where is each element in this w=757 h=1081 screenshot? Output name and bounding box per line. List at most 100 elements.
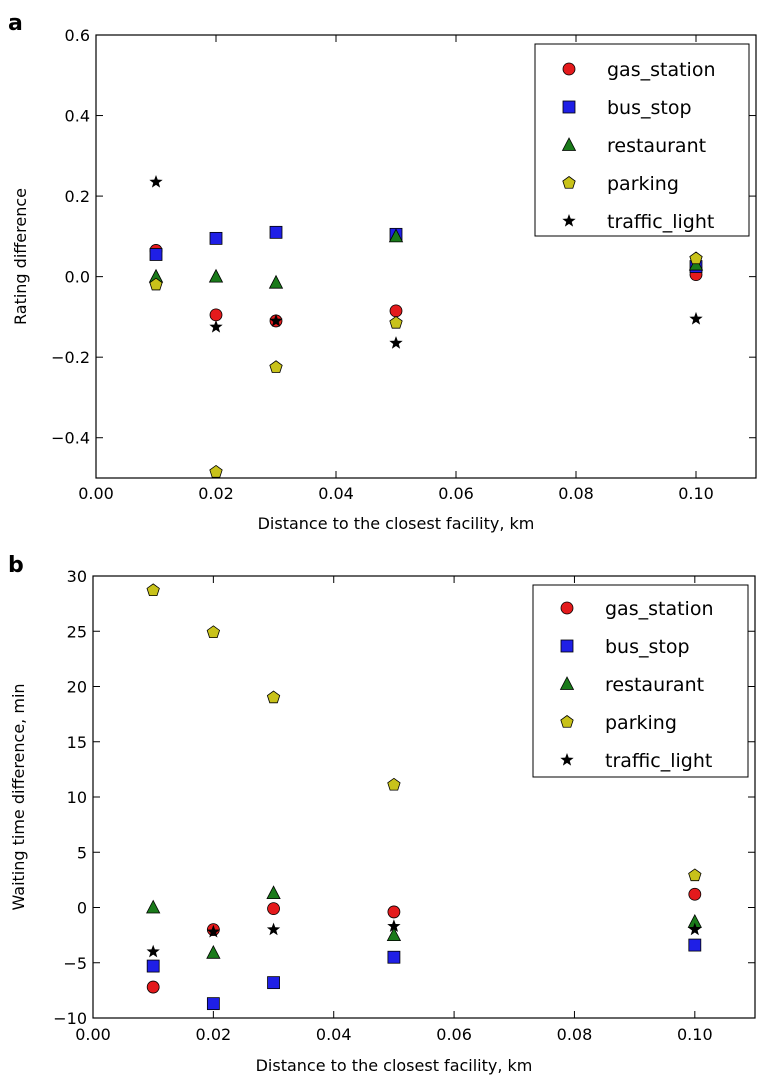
y-tick-label: 15 (67, 733, 87, 752)
legend-label: gas_station (607, 59, 716, 81)
series-parking (149, 251, 703, 478)
legend-label: parking (605, 712, 677, 734)
y-tick-label: −5 (63, 954, 87, 973)
x-tick-label: 0.06 (438, 484, 474, 503)
series-gas_station (149, 244, 703, 328)
y-tick-label: 0.2 (65, 187, 90, 206)
x-tick-label: 0.10 (677, 1025, 713, 1044)
y-tick-label: 0.0 (65, 268, 90, 287)
data-point (388, 228, 404, 243)
legend-label: restaurant (605, 674, 704, 696)
chart-panel-b: b 0.00 0.02 0.04 0.06 0.08 0.10 −10 −5 0 5 10 15 20 25… (8, 553, 756, 1075)
data-point (209, 308, 223, 322)
data-point (387, 919, 401, 932)
data-point (386, 927, 402, 942)
legend-label: bus_stop (605, 636, 690, 658)
data-point (387, 950, 401, 964)
y-tick-label: 0 (77, 899, 87, 918)
data-point (146, 899, 161, 914)
data-point (269, 360, 283, 373)
data-point (146, 959, 160, 973)
y-tick-label: 25 (67, 622, 87, 641)
y-axis-label: Waiting time difference, min (9, 683, 28, 910)
legend-marker-parking (562, 176, 576, 189)
legend-marker-gas_station (560, 601, 574, 615)
series-restaurant (146, 885, 702, 959)
x-tick-label: 0.04 (316, 1025, 352, 1044)
data-point (267, 976, 280, 990)
data-point (209, 464, 223, 478)
y-tick-label: 10 (67, 788, 87, 807)
data-point (389, 304, 403, 318)
legend-marker-restaurant (559, 676, 575, 690)
data-point (206, 924, 221, 938)
legend-label: traffic_light (607, 211, 714, 233)
series-restaurant (148, 228, 704, 289)
data-point (268, 274, 284, 289)
x-tick-label: 0.00 (78, 484, 114, 503)
data-point (688, 887, 702, 901)
legend-marker-bus_stop (560, 639, 574, 653)
legend-label: gas_station (605, 598, 714, 620)
data-point (206, 997, 220, 1011)
x-tick-label: 0.06 (436, 1025, 472, 1044)
data-point (267, 902, 280, 916)
series-bus_stop (146, 938, 702, 1011)
series-traffic_light (149, 175, 703, 349)
data-point (206, 944, 221, 959)
y-axis-label: Rating difference (11, 188, 30, 325)
data-point (208, 268, 224, 283)
data-point (209, 231, 223, 245)
series-gas_station (146, 887, 702, 994)
data-point (688, 922, 702, 936)
legend-marker-traffic_light (562, 214, 576, 227)
data-point (688, 868, 702, 882)
legend-marker-bus_stop (562, 100, 576, 114)
data-point (688, 938, 702, 952)
y-tick-label: 0.4 (65, 107, 90, 126)
data-point (269, 313, 283, 327)
data-point (149, 248, 163, 261)
chart-panel-a: a 0.00 0.02 0.04 0.06 0.08 0.10 −0.4 −0.2 0.0 0.2 0… (8, 11, 757, 533)
data-point (206, 625, 221, 639)
data-point (389, 336, 403, 349)
data-point (149, 175, 163, 188)
legend-box (534, 43, 750, 237)
series-parking (146, 583, 702, 882)
data-point (689, 311, 703, 325)
y-tick-label: 0.6 (65, 26, 90, 45)
legend-label: bus_stop (607, 97, 692, 119)
x-axis-label: Distance to the closest facility, km (258, 514, 535, 533)
x-tick-label: 0.02 (196, 1025, 232, 1044)
x-tick-label: 0.04 (318, 484, 354, 503)
legend: gas_station bus_stop restaurant parking traf… (532, 584, 749, 778)
x-tick-label: 0.10 (678, 484, 714, 503)
data-point (146, 944, 160, 958)
legend-marker-gas_station (562, 62, 576, 76)
legend-label: restaurant (607, 135, 706, 157)
data-point (387, 905, 401, 919)
legend-label: parking (607, 173, 679, 195)
y-tick-label: 20 (67, 678, 87, 697)
y-tick-label: −0.2 (51, 348, 90, 367)
y-tick-label: −0.4 (51, 429, 90, 448)
x-tick-label: 0.08 (557, 1025, 593, 1044)
data-point (387, 777, 401, 791)
plot-frame (95, 34, 757, 479)
x-tick-label: 0.00 (75, 1025, 111, 1044)
y-tick-label: 5 (77, 843, 87, 862)
legend-label: traffic_light (605, 750, 712, 772)
x-axis-label: Distance to the closest facility, km (256, 1056, 533, 1075)
data-point (209, 319, 223, 333)
legend-marker-restaurant (561, 137, 577, 151)
panel-label-b: b (8, 553, 24, 578)
y-tick-label: −10 (53, 1009, 87, 1028)
data-point (146, 583, 160, 597)
y-tick-label: 30 (67, 567, 87, 586)
data-point (266, 922, 281, 936)
data-point (689, 251, 703, 265)
legend: gas_station bus_stop restaurant parking traf… (534, 43, 750, 237)
data-point (146, 980, 160, 994)
data-point (266, 690, 281, 704)
